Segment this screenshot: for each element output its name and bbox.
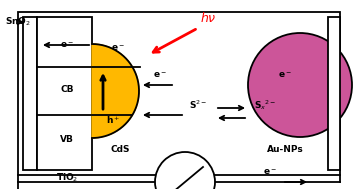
Text: CB: CB: [60, 85, 74, 94]
Bar: [328, 17, 340, 170]
Text: S$^{2-}$: S$^{2-}$: [189, 99, 207, 111]
Text: e$^-$: e$^-$: [263, 167, 277, 177]
Text: Au-NPs: Au-NPs: [267, 146, 304, 154]
Text: CdS: CdS: [110, 146, 130, 154]
Text: e$^-$: e$^-$: [278, 70, 292, 80]
Bar: [23, 17, 37, 170]
Text: VB: VB: [60, 136, 74, 145]
Text: e$^-$: e$^-$: [111, 43, 125, 53]
Text: TiO$_2$: TiO$_2$: [56, 172, 78, 184]
Text: $h\nu$: $h\nu$: [200, 11, 216, 25]
Circle shape: [248, 33, 352, 137]
Text: h$^+$: h$^+$: [106, 114, 120, 126]
Text: SnO$_2$: SnO$_2$: [5, 16, 31, 28]
Bar: [18, 12, 340, 175]
Text: e$^-$: e$^-$: [60, 40, 74, 50]
Text: e$^-$: e$^-$: [153, 70, 167, 80]
Circle shape: [155, 152, 215, 189]
Polygon shape: [92, 44, 139, 138]
Bar: [37, 17, 92, 170]
Text: S$_x$$^{2-}$: S$_x$$^{2-}$: [254, 98, 276, 112]
